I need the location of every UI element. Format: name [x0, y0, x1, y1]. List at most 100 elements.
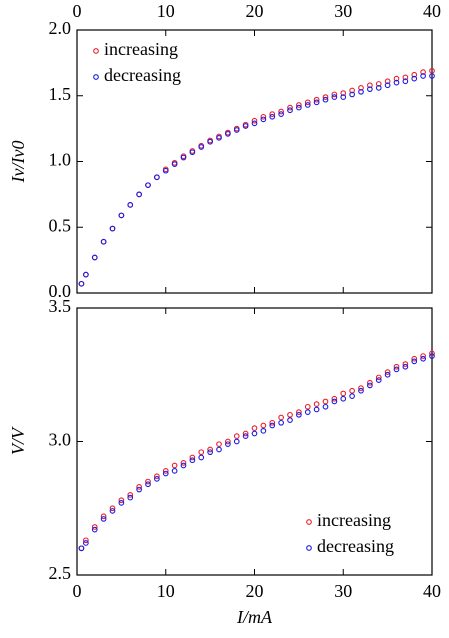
- data-point: [296, 102, 302, 108]
- data-point: [313, 401, 320, 407]
- data-point: [118, 500, 125, 506]
- y-tick-label: 3.0: [49, 430, 72, 450]
- x-tick-label: 10: [157, 1, 175, 21]
- data-point: [331, 395, 338, 402]
- data-point: [358, 85, 364, 91]
- legend-label: increasing: [317, 510, 391, 530]
- data-point: [358, 88, 364, 95]
- y-tick-label: 3.5: [49, 296, 72, 316]
- data-point: [242, 430, 249, 437]
- data-point: [207, 138, 213, 145]
- data-point: [278, 108, 284, 115]
- data-point: [322, 403, 329, 410]
- data-point: [242, 433, 249, 440]
- data-point: [340, 90, 347, 96]
- data-point: [100, 238, 107, 245]
- data-point: [296, 104, 302, 111]
- data-point: [340, 390, 347, 397]
- legend-label: increasing: [104, 39, 178, 59]
- data-point: [411, 71, 418, 78]
- data-point: [420, 353, 426, 359]
- data-point: [251, 117, 258, 124]
- data-point: [251, 430, 258, 437]
- data-point: [349, 87, 355, 94]
- data-point: [171, 161, 178, 167]
- data-point: [154, 476, 160, 482]
- data-point: [251, 425, 258, 432]
- data-point: [402, 361, 409, 367]
- data-point: [145, 182, 151, 189]
- y-tick-label: 0.0: [49, 281, 72, 301]
- data-point: [367, 379, 373, 386]
- data-point: [322, 96, 329, 103]
- data-point: [375, 374, 382, 381]
- data-point: [420, 355, 426, 362]
- legend-marker: [93, 74, 99, 80]
- data-point: [384, 82, 391, 89]
- data-point: [304, 403, 311, 410]
- data-point: [278, 414, 284, 421]
- data-point: [411, 75, 418, 82]
- x-axis-label: I/mA: [236, 607, 273, 627]
- data-point: [304, 102, 311, 108]
- y-tick-label: 2.0: [49, 18, 72, 38]
- data-point: [260, 113, 267, 120]
- y-axis-label: Iv/Iv0: [8, 141, 28, 184]
- data-point: [189, 149, 196, 156]
- data-point: [402, 78, 409, 85]
- data-point: [171, 468, 178, 474]
- data-point: [189, 454, 196, 461]
- data-point: [225, 131, 231, 137]
- data-point: [109, 508, 116, 514]
- data-point: [109, 505, 116, 512]
- data-point: [375, 377, 382, 383]
- data-point: [100, 516, 107, 522]
- data-point: [429, 73, 435, 79]
- data-point: [358, 387, 364, 394]
- legend-label: decreasing: [104, 65, 181, 85]
- data-point: [367, 82, 373, 89]
- data-point: [269, 419, 276, 426]
- legend-marker: [306, 519, 312, 525]
- data-point: [180, 154, 187, 161]
- data-point: [375, 81, 382, 87]
- data-point: [154, 174, 160, 181]
- data-point: [349, 91, 355, 98]
- data-point: [322, 94, 329, 100]
- data-point: [145, 481, 151, 488]
- data-point: [296, 409, 302, 415]
- data-point: [83, 271, 89, 278]
- data-point: [83, 537, 89, 544]
- data-point: [171, 462, 178, 469]
- x-tick-label: 40: [423, 581, 441, 601]
- data-point: [411, 355, 418, 362]
- data-point: [269, 111, 276, 118]
- data-point: [402, 74, 409, 81]
- data-point: [331, 91, 338, 98]
- data-point: [91, 254, 98, 261]
- data-point: [216, 441, 222, 448]
- data-point: [198, 454, 205, 461]
- data-point: [198, 449, 205, 456]
- data-point: [260, 116, 267, 123]
- y-axis-label: V/V: [8, 426, 28, 455]
- data-point: [393, 75, 400, 82]
- data-point: [100, 513, 107, 520]
- data-point: [313, 96, 320, 103]
- x-tick-label: 20: [246, 581, 264, 601]
- data-point: [269, 422, 276, 429]
- data-point: [260, 422, 267, 429]
- x-tick-label: 0: [73, 1, 82, 21]
- data-point: [207, 449, 213, 456]
- data-point: [287, 417, 293, 423]
- data-point: [198, 144, 205, 150]
- data-point: [118, 497, 125, 504]
- data-point: [189, 457, 196, 464]
- data-point: [127, 494, 134, 501]
- data-point: [216, 446, 222, 453]
- data-point: [180, 460, 187, 466]
- y-tick-label: 0.5: [49, 215, 72, 235]
- data-point: [367, 382, 373, 389]
- data-point: [287, 104, 293, 111]
- data-point: [207, 446, 213, 453]
